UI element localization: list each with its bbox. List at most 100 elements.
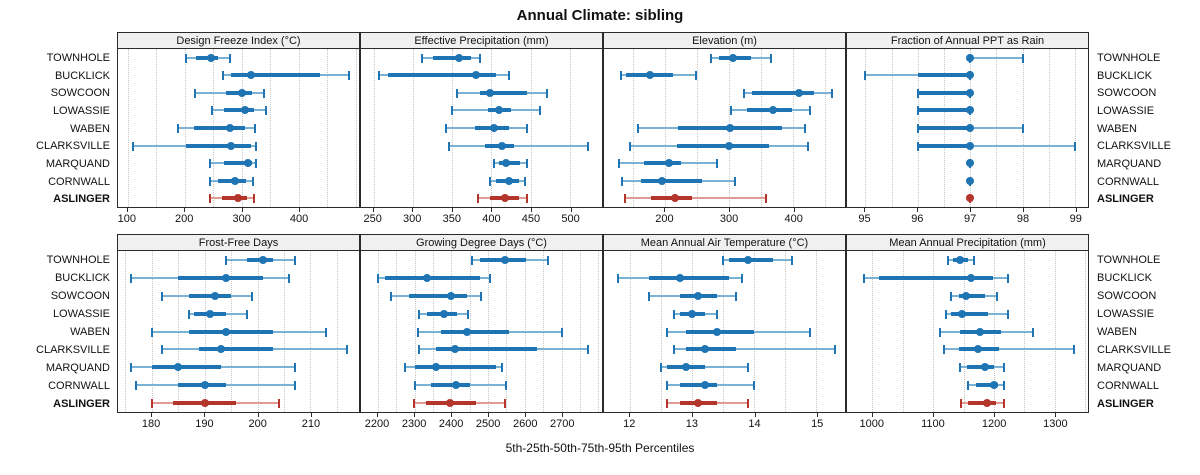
interval-cap bbox=[666, 327, 669, 337]
interval-inner-25-75 bbox=[430, 383, 471, 388]
interval-inner-25-75 bbox=[975, 383, 998, 388]
gridline bbox=[933, 251, 935, 412]
panel-strip: Mean Annual Precipitation (mm) bbox=[846, 234, 1089, 251]
gridline bbox=[865, 49, 867, 207]
interval-cap bbox=[252, 176, 255, 186]
panel-strip-title: Growing Degree Days (°C) bbox=[416, 236, 547, 249]
median-dot bbox=[961, 291, 970, 300]
interval-cap bbox=[546, 255, 549, 265]
tick-label: 2200 bbox=[364, 418, 390, 430]
gridline bbox=[373, 49, 375, 207]
tick-mark bbox=[451, 208, 453, 212]
interval-cap bbox=[444, 124, 447, 133]
gridline bbox=[579, 251, 581, 412]
tick-label: 12 bbox=[623, 418, 636, 430]
gridline bbox=[355, 49, 357, 207]
tick-mark bbox=[562, 413, 564, 417]
tick-mark bbox=[126, 208, 128, 212]
interval-cap bbox=[864, 71, 867, 81]
station-label: LOWASSIE bbox=[1097, 104, 1155, 117]
interval-cap bbox=[538, 106, 541, 116]
tick-mark bbox=[1022, 208, 1024, 212]
interval-outer-5-95 bbox=[673, 348, 836, 351]
interval-cap bbox=[187, 309, 190, 319]
tick-label: 400 bbox=[289, 213, 309, 225]
panel-strip-title: Frost-Free Days bbox=[198, 236, 279, 249]
median-dot bbox=[966, 124, 975, 132]
median-dot bbox=[258, 255, 267, 264]
median-dot bbox=[230, 176, 239, 185]
tick-mark bbox=[151, 413, 153, 417]
interval-inner-25-75 bbox=[917, 73, 971, 78]
interval-cap bbox=[716, 309, 719, 319]
station-label: WABEN bbox=[70, 326, 110, 338]
median-dot bbox=[211, 291, 220, 300]
station-labels-right: TOWNHOLE BUCKLICK SOWCOON LOWASSIE WABEN CLAR… bbox=[1089, 251, 1200, 413]
median-dot bbox=[241, 106, 250, 115]
tick-mark bbox=[754, 413, 756, 417]
tick-label: 97 bbox=[964, 213, 977, 225]
interval-inner-25-75 bbox=[479, 90, 528, 95]
interval-cap bbox=[488, 176, 491, 186]
tick-label: 500 bbox=[561, 213, 580, 225]
station-labels-right: TOWNHOLE BUCKLICK SOWCOON LOWASSIE WABEN CLAR… bbox=[1089, 49, 1200, 208]
interval-inner-25-75 bbox=[385, 275, 480, 280]
axis-caption: 5th-25th-50th-75th-95th Percentiles bbox=[505, 441, 695, 455]
interval-cap bbox=[161, 291, 164, 301]
median-dot bbox=[700, 381, 709, 390]
tick-mark bbox=[451, 413, 453, 417]
station-label: TOWNHOLE bbox=[46, 51, 110, 64]
interval-cap bbox=[695, 71, 698, 81]
interval-cap bbox=[944, 309, 947, 319]
panel-strip-title: Mean Annual Air Temperature (°C) bbox=[640, 236, 809, 249]
station-label: SOWCOON bbox=[50, 290, 110, 302]
median-dot bbox=[200, 399, 209, 408]
interval-cap bbox=[211, 106, 213, 116]
median-dot bbox=[440, 309, 449, 318]
tick-label: 450 bbox=[521, 213, 541, 225]
interval-cap bbox=[526, 159, 529, 169]
median-dot bbox=[966, 88, 975, 97]
tick-label: 98 bbox=[1016, 213, 1030, 225]
interval-cap bbox=[587, 345, 590, 355]
interval-inner-25-75 bbox=[641, 178, 703, 183]
interval-cap bbox=[958, 363, 961, 373]
interval-cap bbox=[524, 176, 527, 186]
tick-label: 300 bbox=[719, 213, 739, 225]
tick-mark bbox=[241, 208, 243, 212]
interval-inner-25-75 bbox=[185, 143, 251, 148]
interval-cap bbox=[834, 345, 837, 355]
median-dot bbox=[681, 363, 690, 372]
interval-cap bbox=[504, 381, 507, 391]
median-dot bbox=[974, 345, 983, 354]
interval-cap bbox=[208, 176, 211, 186]
tick-mark bbox=[817, 413, 819, 417]
interval-cap bbox=[620, 71, 623, 81]
interval-cap bbox=[973, 255, 976, 265]
station-label: ASLINGER bbox=[53, 193, 110, 206]
interval-cap bbox=[378, 71, 381, 81]
panel-strip: Design Freeze Index (°C) bbox=[117, 32, 360, 49]
gridline bbox=[902, 251, 904, 412]
interval-cap bbox=[176, 124, 179, 133]
tick-label: 200 bbox=[655, 213, 674, 225]
tick-mark bbox=[1075, 208, 1077, 212]
station-label: CLARKSVILLE bbox=[1097, 140, 1171, 153]
tick-label: 96 bbox=[911, 213, 924, 225]
median-dot bbox=[244, 159, 253, 168]
station-label: LOWASSIE bbox=[52, 308, 110, 320]
interval-cap bbox=[729, 106, 732, 116]
interval-cap bbox=[666, 399, 669, 409]
interval-inner-25-75 bbox=[433, 55, 471, 60]
interval-cap bbox=[546, 88, 549, 98]
plot-panel bbox=[846, 251, 1089, 413]
interval-cap bbox=[1002, 381, 1005, 391]
interval-cap bbox=[946, 255, 949, 265]
interval-cap bbox=[293, 363, 296, 373]
interval-cap bbox=[470, 255, 473, 265]
interval-inner-25-75 bbox=[679, 383, 718, 388]
median-dot bbox=[497, 141, 506, 150]
station-labels-left: TOWNHOLE BUCKLICK SOWCOON LOWASSIE WABEN CLAR… bbox=[0, 251, 117, 413]
interval-cap bbox=[255, 141, 258, 151]
